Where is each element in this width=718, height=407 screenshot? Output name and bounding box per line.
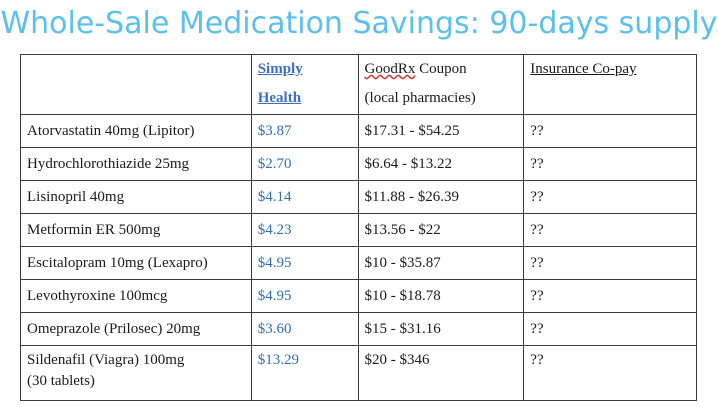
insurance-copay-cell-text: ??	[530, 222, 544, 238]
table-row: Sildenafil (Viagra) 100mg (30 tablets) $13…	[20, 345, 697, 401]
header-simply-health[interactable]: Simply Health	[250, 54, 359, 115]
simply-health-link-line2[interactable]: Health	[257, 90, 302, 106]
goodrx-price-cell: $11.88 - $26.39	[357, 180, 525, 214]
insurance-copay-cell: ??	[523, 345, 697, 401]
insurance-copay-cell: ??	[523, 213, 697, 247]
simply-health-price-cell-text: $3.60	[257, 321, 292, 337]
simply-health-price-cell-text: $2.70	[257, 156, 292, 172]
drug-name-cell: Omeprazole (Prilosec) 20mg	[20, 312, 252, 346]
drug-name-cell: Sildenafil (Viagra) 100mg (30 tablets)	[20, 345, 252, 401]
simply-health-price-cell: $2.70	[250, 147, 359, 181]
insurance-copay-cell: ??	[523, 180, 697, 214]
table-row: Metformin ER 500mg $4.23 $13.56 - $22??	[20, 213, 697, 247]
insurance-copay-cell: ??	[523, 147, 697, 181]
goodrx-price-cell-text: $11.88 - $26.39	[364, 189, 459, 205]
goodrx-price-cell: $10 - $18.78	[357, 279, 525, 313]
drug-name-cell: Lisinopril 40mg	[20, 180, 252, 214]
header-goodrx: GoodRx Coupon (local pharmacies)	[357, 54, 525, 115]
goodrx-coupon-word: Coupon	[415, 61, 467, 77]
goodrx-price-cell: $13.56 - $22	[357, 213, 525, 247]
insurance-copay-cell: ??	[523, 114, 697, 148]
drug-name-cell: Metformin ER 500mg	[20, 213, 252, 247]
drug-name-cell-text: Atorvastatin 40mg (Lipitor)	[27, 123, 195, 139]
table-header-row: Simply Health GoodRx Coupon (local pharm…	[20, 54, 697, 115]
drug-name-cell: Levothyroxine 100mcg	[20, 279, 252, 313]
table-row: Omeprazole (Prilosec) 20mg $3.60 $15 - $31…	[20, 312, 697, 346]
simply-health-price-cell: $4.95	[250, 279, 359, 313]
simply-health-price-cell: $4.95	[250, 246, 359, 280]
table-row: Escitalopram 10mg (Lexapro) $4.95 $10 - $3…	[20, 246, 697, 280]
drug-name-cell-text: Escitalopram 10mg (Lexapro)	[27, 255, 208, 271]
insurance-copay-cell: ??	[523, 312, 697, 346]
simply-health-price-cell-text: $4.95	[257, 288, 292, 304]
goodrx-price-cell-text: $20 - $346	[364, 352, 430, 368]
simply-health-price-cell-text: $4.95	[257, 255, 292, 271]
insurance-copay-cell-text: ??	[530, 123, 544, 139]
simply-health-price-cell-text: $3.87	[257, 123, 292, 139]
drug-name-cell-text: Omeprazole (Prilosec) 20mg	[27, 321, 201, 337]
simply-health-price-cell: $3.60	[250, 312, 359, 346]
goodrx-price-cell: $15 - $31.16	[357, 312, 525, 346]
drug-name-cell-text: Levothyroxine 100mcg	[27, 288, 168, 304]
simply-health-price-cell-text: $4.14	[257, 189, 292, 205]
insurance-copay-cell-text: ??	[530, 352, 544, 368]
table-row: Lisinopril 40mg $4.14 $11.88 - $26.39??	[20, 180, 697, 214]
drug-name-cell-note: (30 tablets)	[27, 373, 95, 389]
simply-health-price-cell: $4.23	[250, 213, 359, 247]
drug-name-cell-text: Hydrochlorothiazide 25mg	[27, 156, 190, 172]
goodrx-subtitle: (local pharmacies)	[364, 90, 476, 106]
insurance-copay-cell-text: ??	[530, 321, 544, 337]
page-title: Whole-Sale Medication Savings: 90-days s…	[0, 6, 718, 41]
insurance-copay-cell-text: ??	[530, 288, 544, 304]
header-insurance: Insurance Co-pay	[523, 54, 697, 115]
medication-table: Simply Health GoodRx Coupon (local pharm…	[20, 54, 697, 401]
drug-name-cell-text: Sildenafil (Viagra) 100mg	[27, 352, 185, 368]
goodrx-price-cell: $6.64 - $13.22	[357, 147, 525, 181]
simply-health-price-cell: $13.29	[250, 345, 359, 401]
goodrx-price-cell: $20 - $346	[357, 345, 525, 401]
goodrx-price-cell-text: $17.31 - $54.25	[364, 123, 460, 139]
table-row: Atorvastatin 40mg (Lipitor) $3.87 $17.31 -…	[20, 114, 697, 148]
insurance-copay-cell: ??	[523, 279, 697, 313]
drug-name-cell-text: Lisinopril 40mg	[27, 189, 125, 205]
simply-health-price-cell-text: $4.23	[257, 222, 292, 238]
simply-health-link[interactable]: Simply	[257, 61, 303, 77]
goodrx-word: GoodRx	[364, 61, 416, 77]
goodrx-price-cell-text: $6.64 - $13.22	[364, 156, 453, 172]
goodrx-price-cell: $17.31 - $54.25	[357, 114, 525, 148]
drug-name-cell: Hydrochlorothiazide 25mg	[20, 147, 252, 181]
insurance-copay-label: Insurance Co-pay	[530, 61, 637, 77]
goodrx-price-cell-text: $15 - $31.16	[364, 321, 441, 337]
drug-name-cell: Escitalopram 10mg (Lexapro)	[20, 246, 252, 280]
goodrx-price-cell-text: $10 - $35.87	[364, 255, 441, 271]
table-row: Levothyroxine 100mcg $4.95 $10 - $18.78??	[20, 279, 697, 313]
table-row: Hydrochlorothiazide 25mg $2.70 $6.64 - $13…	[20, 147, 697, 181]
goodrx-price-cell: $10 - $35.87	[357, 246, 525, 280]
goodrx-price-cell-text: $13.56 - $22	[364, 222, 441, 238]
header-drug	[20, 54, 252, 115]
insurance-copay-cell-text: ??	[530, 156, 544, 172]
simply-health-price-cell: $4.14	[250, 180, 359, 214]
goodrx-price-cell-text: $10 - $18.78	[364, 288, 441, 304]
drug-name-cell-text: Metformin ER 500mg	[27, 222, 161, 238]
simply-health-price-cell-text: $13.29	[257, 352, 299, 368]
insurance-copay-cell-text: ??	[530, 189, 544, 205]
drug-name-cell: Atorvastatin 40mg (Lipitor)	[20, 114, 252, 148]
insurance-copay-cell-text: ??	[530, 255, 544, 271]
simply-health-price-cell: $3.87	[250, 114, 359, 148]
insurance-copay-cell: ??	[523, 246, 697, 280]
